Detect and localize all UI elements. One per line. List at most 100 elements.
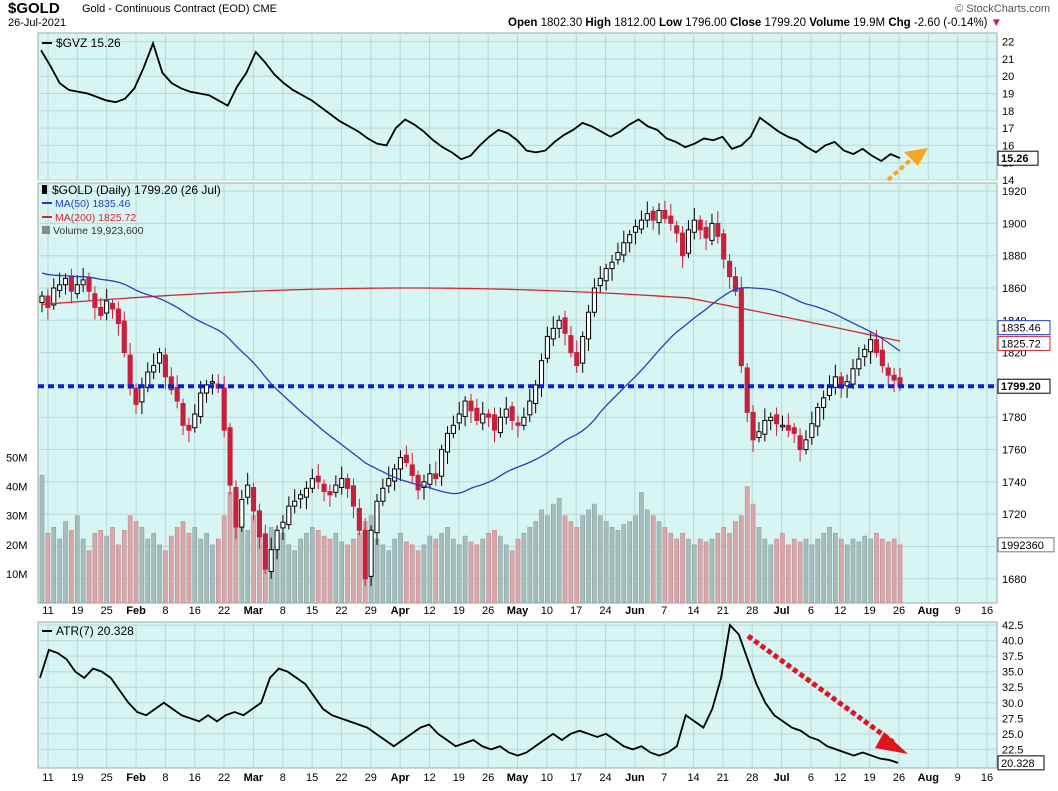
atr-x-tick: 17 xyxy=(570,772,582,784)
volume-bar xyxy=(797,541,803,604)
candle-body xyxy=(697,219,703,231)
atr-x-tick: 28 xyxy=(746,772,758,784)
gold-x-tick: 19 xyxy=(71,605,83,617)
ohlc-readout: Open 1802.30 High 1812.00 Low 1796.00 Cl… xyxy=(508,17,1002,29)
candle-body xyxy=(427,473,433,485)
candle-body xyxy=(104,300,110,314)
volume-bar xyxy=(174,527,180,604)
candle-body xyxy=(468,400,474,412)
volume-bar xyxy=(656,521,662,604)
candle-body xyxy=(156,352,163,364)
candle-body xyxy=(521,416,527,426)
chg-value: -2.60 (-0.14%) xyxy=(913,17,988,29)
gvz-y-tick: 20 xyxy=(1002,71,1014,83)
candle-body xyxy=(268,549,274,573)
gvz-y-tick: 19 xyxy=(1002,89,1014,101)
candle-body xyxy=(256,510,262,538)
volume-y-tick: 10M xyxy=(6,569,27,581)
volume-bar xyxy=(750,503,756,604)
atr-x-tick: Feb xyxy=(126,772,146,784)
open-label: Open xyxy=(508,17,538,29)
candle-body xyxy=(203,384,210,394)
volume-bar xyxy=(251,515,256,604)
volume-bar xyxy=(110,527,115,604)
candle-body xyxy=(615,251,621,261)
candle-body xyxy=(497,416,503,434)
volume-bar xyxy=(533,521,538,604)
atr-x-tick: 25 xyxy=(101,772,113,784)
atr-x-tick: May xyxy=(507,772,529,784)
candle-body xyxy=(574,352,580,367)
candle-body xyxy=(727,260,733,278)
volume-bar xyxy=(145,538,151,604)
volume-bar xyxy=(204,532,209,604)
candle-body xyxy=(415,474,421,491)
candle-body xyxy=(392,468,398,482)
volume-bar xyxy=(891,538,897,604)
candle-body xyxy=(315,475,321,483)
atr-x-tick: 26 xyxy=(482,772,494,784)
candle-body xyxy=(74,284,80,295)
volume-bar xyxy=(639,492,644,604)
candle-body xyxy=(627,234,633,244)
volume-bar xyxy=(404,541,409,604)
candle-body xyxy=(62,277,69,286)
volume-bar xyxy=(227,492,233,604)
candle-body xyxy=(703,226,709,239)
gold-legend: $GOLD (Daily) 1799.20 (26 Jul) xyxy=(52,183,221,197)
volume-bar xyxy=(744,486,750,604)
candle-body xyxy=(198,392,204,417)
volume-bar xyxy=(221,515,227,604)
volume-bar xyxy=(474,544,480,604)
gold-x-tick: Jun xyxy=(625,605,645,617)
candle-body xyxy=(221,387,227,431)
volume-bar xyxy=(116,544,121,604)
candle-body xyxy=(362,529,368,580)
gvz-y-tick: 17 xyxy=(1002,123,1014,135)
gvz-last-label: 15.26 xyxy=(1001,153,1029,165)
volume-bar xyxy=(315,530,321,604)
gold-x-tick: Feb xyxy=(126,605,146,617)
candle-body xyxy=(609,261,615,270)
chg-label: Chg xyxy=(888,17,911,29)
candle-body xyxy=(821,397,827,409)
gold-x-tick: 21 xyxy=(717,605,729,617)
volume-bar xyxy=(809,544,815,604)
gvz-legend: $GVZ 15.26 xyxy=(56,36,121,50)
ma200-last-box xyxy=(997,335,1051,351)
volume-bar xyxy=(838,538,844,604)
volume-bar xyxy=(456,544,462,604)
low-label: Low xyxy=(658,17,682,29)
brand-link[interactable]: © StockCharts.com xyxy=(955,3,1050,15)
high-label: High xyxy=(585,17,611,29)
candle-body xyxy=(180,403,186,426)
atr-x-tick: 12 xyxy=(423,772,435,784)
gold-y-tick: 1780 xyxy=(1002,412,1026,424)
candle-body xyxy=(785,424,791,431)
close-last-label: 1799.20 xyxy=(1001,381,1041,393)
candle-body xyxy=(632,226,639,233)
candle-body xyxy=(192,413,198,429)
volume-bar xyxy=(680,532,685,604)
volume-bar xyxy=(727,532,732,604)
gold-x-tick: Mar xyxy=(244,605,264,617)
atr-x-tick: 8 xyxy=(280,772,286,784)
atr-x-tick: 15 xyxy=(306,772,318,784)
volume-bar xyxy=(791,538,797,604)
volume-bar xyxy=(327,538,333,604)
candle-body xyxy=(339,478,345,489)
gold-y-tick: 1860 xyxy=(1002,283,1026,295)
atr-x-tick: 22 xyxy=(218,772,230,784)
volume-bar xyxy=(374,538,380,604)
ma200-legend: MA(200) 1825.72 xyxy=(55,212,136,224)
candle-body xyxy=(638,219,644,230)
volume-bar xyxy=(862,535,868,604)
volume-bar xyxy=(756,527,762,604)
volume-bar xyxy=(674,538,679,604)
symbol-description: Gold - Continuous Contract (EOD) CME xyxy=(82,3,277,15)
gvz-y-tick: 22 xyxy=(1002,37,1014,49)
volume-bar xyxy=(739,515,744,604)
gold-x-tick: 25 xyxy=(101,605,113,617)
volume-bar xyxy=(57,538,62,604)
gvz-y-tick: 21 xyxy=(1002,54,1014,66)
